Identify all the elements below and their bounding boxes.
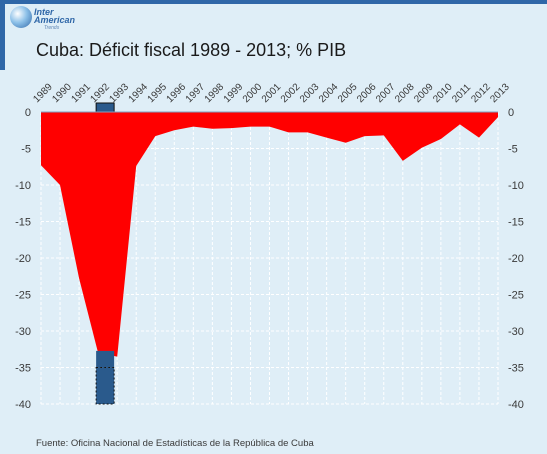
x-tick-label: 1999 (222, 81, 246, 105)
y-tick-label-left: -35 (15, 363, 31, 375)
x-tick-label: 2013 (488, 81, 512, 105)
y-tick-label-left: -20 (15, 253, 31, 265)
x-tick-label: 1991 (69, 81, 93, 105)
x-tick-label: 2009 (412, 81, 436, 105)
y-tick-label-right: -20 (508, 253, 524, 265)
x-tick-label: 1998 (203, 81, 227, 105)
y-tick-label-right: -15 (508, 217, 524, 229)
x-tick-label: 1997 (184, 81, 208, 105)
y-tick-label-right: 0 (508, 107, 514, 119)
x-tick-label: 2003 (298, 81, 322, 105)
y-tick-label-left: 0 (25, 107, 31, 119)
x-tick-label: 2006 (355, 81, 379, 105)
y-tick-label-right: -5 (508, 144, 518, 156)
top-accent-bar (0, 0, 547, 4)
y-tick-label-right: -30 (508, 326, 524, 338)
y-tick-label-right: -40 (508, 399, 524, 411)
logo-line-2: American (34, 15, 76, 25)
chart-title: Cuba: Déficit fiscal 1989 - 2013; % PIB (36, 40, 347, 60)
x-tick-label: 2004 (317, 81, 341, 105)
inter-american-trends-logo: Inter American Trends (10, 4, 130, 32)
y-tick-label-right: -35 (508, 363, 524, 375)
x-tick-label: 2005 (336, 81, 360, 105)
left-accent-bar (0, 0, 5, 70)
x-tick-label: 1993 (108, 81, 132, 105)
y-tick-label-left: -30 (15, 326, 31, 338)
highlight-marker-top (95, 102, 115, 113)
x-tick-label: 1994 (127, 81, 151, 105)
globe-icon (10, 6, 32, 28)
x-tick-label: 1989 (31, 81, 55, 105)
x-tick-label: 2007 (374, 81, 398, 105)
x-tick-label: 2010 (431, 81, 455, 105)
x-tick-label: 1990 (50, 81, 74, 105)
y-tick-label-left: -5 (21, 144, 31, 156)
x-tick-label: 2011 (450, 82, 473, 105)
logo-line-1: Inter (34, 7, 54, 17)
y-tick-label-left: -10 (15, 180, 31, 192)
y-tick-label-right: -25 (508, 290, 524, 302)
x-tick-label: 1996 (165, 81, 189, 105)
y-tick-label-left: -15 (15, 217, 31, 229)
x-tick-label: 2008 (393, 81, 417, 105)
x-tick-label: 1992 (88, 81, 112, 105)
logo-line-3: Trends (44, 25, 60, 31)
deficit-area (41, 112, 498, 357)
source-note: Fuente: Oficina Nacional de Estadísticas… (36, 438, 314, 449)
y-tick-label-left: -25 (15, 290, 31, 302)
y-tick-label-left: -40 (15, 399, 31, 411)
x-tick-label: 2002 (279, 81, 303, 105)
x-tick-label: 2000 (241, 81, 265, 105)
highlight-band (96, 350, 115, 404)
x-tick-label: 2012 (469, 81, 493, 105)
y-tick-label-right: -10 (508, 180, 524, 192)
x-tick-label: 2001 (260, 81, 284, 105)
x-tick-label: 1995 (146, 81, 170, 105)
highlight-outline (95, 367, 115, 405)
